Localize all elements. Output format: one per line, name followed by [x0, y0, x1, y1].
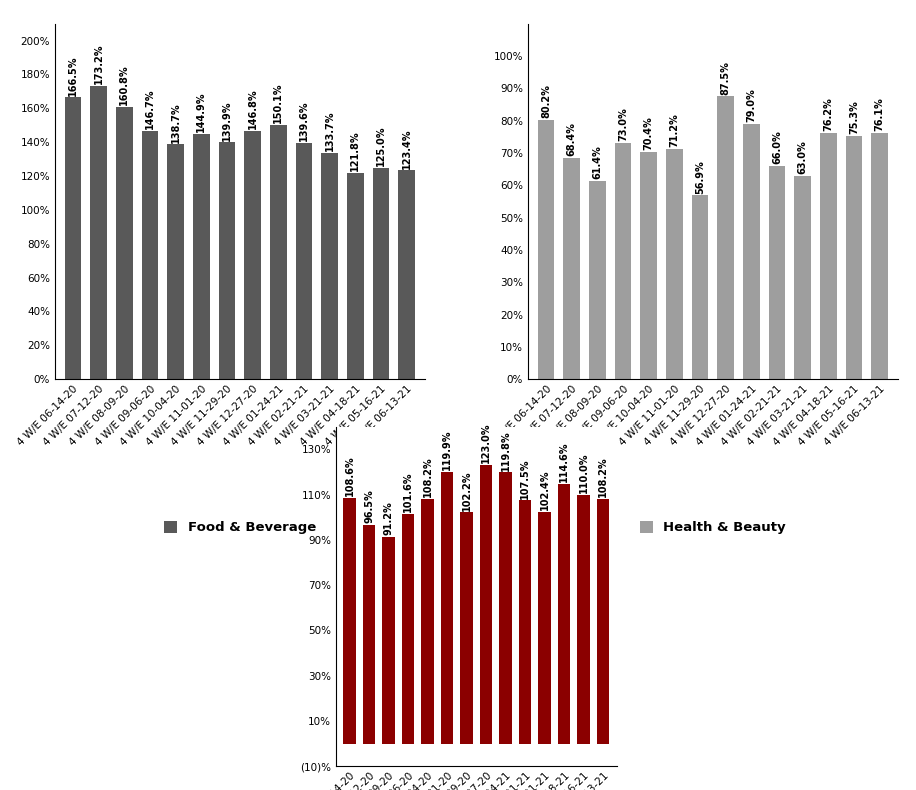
- Text: 166.5%: 166.5%: [68, 55, 78, 96]
- Text: 133.7%: 133.7%: [324, 111, 334, 151]
- Text: 160.8%: 160.8%: [119, 65, 129, 105]
- Text: 173.2%: 173.2%: [93, 43, 104, 85]
- Text: 107.5%: 107.5%: [520, 458, 530, 498]
- Bar: [219, 142, 235, 379]
- Text: 110.0%: 110.0%: [579, 453, 589, 493]
- Bar: [666, 149, 682, 379]
- Text: 101.6%: 101.6%: [403, 472, 413, 512]
- Text: 63.0%: 63.0%: [798, 140, 808, 174]
- Text: 56.9%: 56.9%: [695, 160, 705, 194]
- Bar: [717, 96, 734, 379]
- Bar: [460, 512, 473, 743]
- Bar: [402, 514, 414, 743]
- Bar: [142, 131, 158, 379]
- Text: 144.9%: 144.9%: [196, 92, 206, 132]
- Bar: [597, 498, 609, 743]
- Bar: [499, 472, 512, 743]
- Bar: [91, 86, 107, 379]
- Text: 80.2%: 80.2%: [541, 85, 551, 118]
- Bar: [615, 143, 631, 379]
- Text: 71.2%: 71.2%: [670, 114, 680, 147]
- Text: 102.2%: 102.2%: [462, 470, 472, 510]
- Text: 66.0%: 66.0%: [772, 130, 782, 164]
- Bar: [794, 175, 811, 379]
- Bar: [344, 498, 355, 743]
- Text: 76.2%: 76.2%: [823, 97, 834, 131]
- Bar: [769, 166, 785, 379]
- Text: 108.2%: 108.2%: [598, 457, 608, 497]
- Text: 108.2%: 108.2%: [422, 457, 432, 497]
- Bar: [743, 124, 759, 379]
- Text: 150.1%: 150.1%: [273, 83, 283, 123]
- Bar: [539, 512, 551, 743]
- Text: 138.7%: 138.7%: [170, 102, 180, 143]
- Bar: [382, 537, 395, 743]
- Bar: [373, 167, 389, 379]
- Bar: [538, 120, 554, 379]
- Legend: Food & Beverage: Food & Beverage: [164, 521, 316, 534]
- Bar: [347, 173, 364, 379]
- Bar: [577, 495, 590, 743]
- Text: 75.3%: 75.3%: [849, 100, 859, 134]
- Text: 123.4%: 123.4%: [401, 128, 411, 168]
- Text: 139.9%: 139.9%: [222, 100, 232, 141]
- Bar: [871, 134, 888, 379]
- Text: 123.0%: 123.0%: [481, 423, 491, 464]
- Bar: [558, 484, 571, 743]
- Text: 87.5%: 87.5%: [721, 61, 731, 95]
- Bar: [640, 152, 657, 379]
- Bar: [363, 525, 376, 743]
- Bar: [398, 171, 415, 379]
- Bar: [563, 158, 580, 379]
- Bar: [480, 465, 493, 743]
- Bar: [820, 133, 836, 379]
- Bar: [296, 143, 312, 379]
- Text: 119.9%: 119.9%: [442, 430, 453, 470]
- Text: 139.6%: 139.6%: [299, 100, 309, 141]
- Text: 108.6%: 108.6%: [344, 455, 354, 496]
- Text: 146.8%: 146.8%: [247, 88, 257, 129]
- Text: 91.2%: 91.2%: [384, 502, 394, 536]
- Text: 96.5%: 96.5%: [364, 490, 374, 524]
- Text: 102.4%: 102.4%: [540, 469, 550, 510]
- Bar: [845, 136, 862, 379]
- Bar: [65, 97, 82, 379]
- Bar: [116, 107, 133, 379]
- Text: 121.8%: 121.8%: [350, 130, 360, 171]
- Legend: Health & Beauty: Health & Beauty: [639, 521, 786, 534]
- Text: 61.4%: 61.4%: [593, 145, 603, 179]
- Bar: [518, 500, 531, 743]
- Text: 68.4%: 68.4%: [567, 122, 577, 156]
- Bar: [589, 181, 605, 379]
- Bar: [270, 125, 287, 379]
- Text: 114.6%: 114.6%: [559, 442, 569, 483]
- Bar: [441, 472, 453, 743]
- Bar: [692, 195, 708, 379]
- Bar: [168, 145, 184, 379]
- Text: 73.0%: 73.0%: [618, 107, 628, 141]
- Bar: [193, 134, 210, 379]
- Text: 70.4%: 70.4%: [644, 116, 654, 150]
- Text: 76.1%: 76.1%: [875, 98, 885, 131]
- Text: 125.0%: 125.0%: [376, 126, 386, 166]
- Text: 79.0%: 79.0%: [747, 88, 757, 122]
- Text: 146.7%: 146.7%: [145, 88, 155, 129]
- Bar: [322, 153, 338, 379]
- Text: 119.8%: 119.8%: [500, 430, 510, 471]
- Bar: [245, 130, 261, 379]
- Bar: [421, 498, 434, 743]
